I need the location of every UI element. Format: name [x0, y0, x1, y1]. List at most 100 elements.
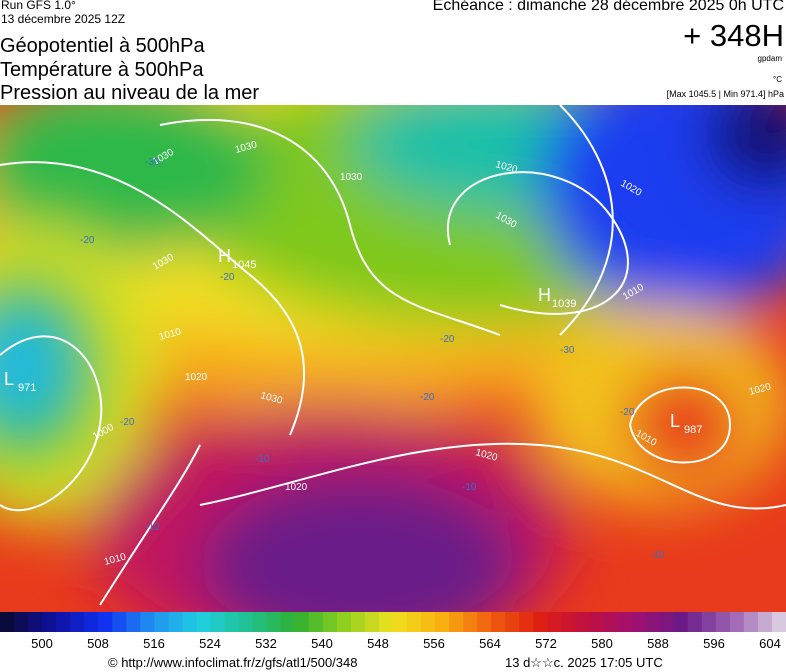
- isobar: [99, 444, 201, 606]
- pressure-center-letter: L: [670, 411, 680, 431]
- colorbar-swatch: [84, 612, 99, 632]
- colorbar-swatch: [631, 612, 647, 632]
- pressure-center-letter: L: [4, 369, 14, 389]
- colorbar-swatch: [477, 612, 492, 632]
- colorbar-swatch: [603, 612, 619, 632]
- colorbar-swatch: [98, 612, 113, 632]
- colorbar-swatch: [168, 612, 183, 632]
- colorbar-swatch: [70, 612, 85, 632]
- run-label: Run GFS 1.0°: [1, 0, 76, 12]
- colorbar-swatch: [210, 612, 226, 632]
- isotherm-label: -10: [145, 522, 160, 533]
- footer-date: 13 d☆☆c. 2025 17:05 UTC: [505, 655, 663, 670]
- colorbar-swatch: [575, 612, 590, 632]
- title-line: Température à 500hPa: [0, 59, 204, 81]
- colorbar-swatch: [547, 612, 562, 632]
- colorbar-swatch: [378, 612, 394, 632]
- isotherm-label: -30: [145, 157, 160, 168]
- colorbar-swatch: [280, 612, 296, 632]
- colorbar-swatch: [154, 612, 169, 632]
- colorbar-swatch: [308, 612, 324, 632]
- colorbar-swatch: [757, 612, 773, 632]
- run-date: 13 décembre 2025 12Z: [1, 12, 126, 26]
- isotherm-label: -20: [440, 334, 455, 345]
- colorbar-swatch: [140, 612, 155, 632]
- footer-url: © http://www.infoclimat.fr/z/gfs/atl1/50…: [108, 655, 358, 670]
- colorbar: 500 508 516 524 532 540 548 556 564 572 580 588 596 6…: [0, 612, 786, 651]
- colorbar-label: 532: [255, 636, 277, 651]
- colorbar-swatch: [589, 612, 605, 632]
- colorbar-swatch: [42, 612, 57, 632]
- colorbar-swatch: [224, 612, 240, 632]
- colorbar-swatch: [435, 612, 450, 632]
- unit-geo: gpdam: [757, 54, 782, 63]
- isotherm-label: -20: [220, 272, 235, 283]
- colorbar-label: 564: [479, 636, 501, 651]
- colorbar-label: 500: [31, 636, 53, 651]
- isotherm-label: -10: [650, 550, 665, 561]
- colorbar-swatch: [771, 612, 786, 632]
- colorbar-label: 556: [423, 636, 445, 651]
- colorbar-swatch: [238, 612, 254, 632]
- colorbar-label: 508: [87, 636, 109, 651]
- colorbar-swatch: [266, 612, 282, 632]
- pressure-center-letter: H: [538, 285, 551, 305]
- colorbar-swatch: [505, 612, 520, 632]
- colorbar-swatch: [421, 612, 436, 632]
- colorbar-swatch: [407, 612, 422, 632]
- colorbar-swatch: [729, 612, 745, 632]
- colorbar-swatch: [533, 612, 548, 632]
- colorbar-swatch: [112, 612, 127, 632]
- title-line: Pression au niveau de la mer: [0, 82, 260, 104]
- colorbar-swatch: [350, 612, 366, 632]
- colorbar-label: 588: [647, 636, 669, 651]
- colorbar-swatch: [561, 612, 576, 632]
- colorbar-swatch: [743, 612, 759, 632]
- colorbar-label: 572: [535, 636, 557, 651]
- isobar: [629, 386, 732, 464]
- isotherm-label: -30: [560, 345, 575, 356]
- colorbar-swatch: [294, 612, 310, 632]
- isobar: [159, 118, 501, 336]
- isobar: [0, 335, 103, 512]
- isobar: [199, 442, 786, 510]
- isotherm-label: -10: [255, 454, 270, 465]
- colorbar-swatch: [28, 612, 43, 632]
- isobar-label: 1030: [340, 172, 363, 183]
- colorbar-swatch: [673, 612, 689, 632]
- isobar: [559, 105, 614, 336]
- isobars: [0, 105, 786, 606]
- colorbar-label: 516: [143, 636, 165, 651]
- isotherm-label: -20: [620, 407, 635, 418]
- extremes: [Max 1045.5 | Min 971.4] hPa: [666, 89, 784, 99]
- colorbar-swatch: [14, 612, 29, 632]
- colorbar-swatch: [617, 612, 633, 632]
- colorbar-label: 604: [759, 636, 781, 651]
- colorbar-swatch: [196, 612, 212, 632]
- colorbar-swatch: [364, 612, 380, 632]
- colorbar-swatch: [252, 612, 268, 632]
- colorbar-label: 596: [703, 636, 725, 651]
- colorbar-swatch: [322, 612, 338, 632]
- colorbar-swatch: [182, 612, 197, 632]
- colorbar-swatch: [126, 612, 141, 632]
- valid-time: Echéance : dimanche 28 décembre 2025 0h …: [432, 0, 784, 14]
- colorbar-swatch: [715, 612, 731, 632]
- pressure-center-value: 971: [18, 382, 36, 394]
- unit-temp: °C: [773, 75, 782, 84]
- isobar-label: 1020: [285, 482, 308, 493]
- colorbar-swatch: [449, 612, 464, 632]
- colorbar-swatch: [701, 612, 717, 632]
- colorbar-swatch: [0, 612, 15, 632]
- pressure-center-value: 987: [684, 424, 702, 436]
- title-line: Géopotentiel à 500hPa: [0, 35, 205, 57]
- colorbar-swatch: [393, 612, 408, 632]
- colorbar-swatch: [336, 612, 352, 632]
- colorbar-label: 580: [591, 636, 613, 651]
- pressure-center-letter: H: [218, 246, 231, 266]
- colorbar-swatch: [687, 612, 703, 632]
- colorbar-swatch: [519, 612, 534, 632]
- isobar: [0, 161, 305, 436]
